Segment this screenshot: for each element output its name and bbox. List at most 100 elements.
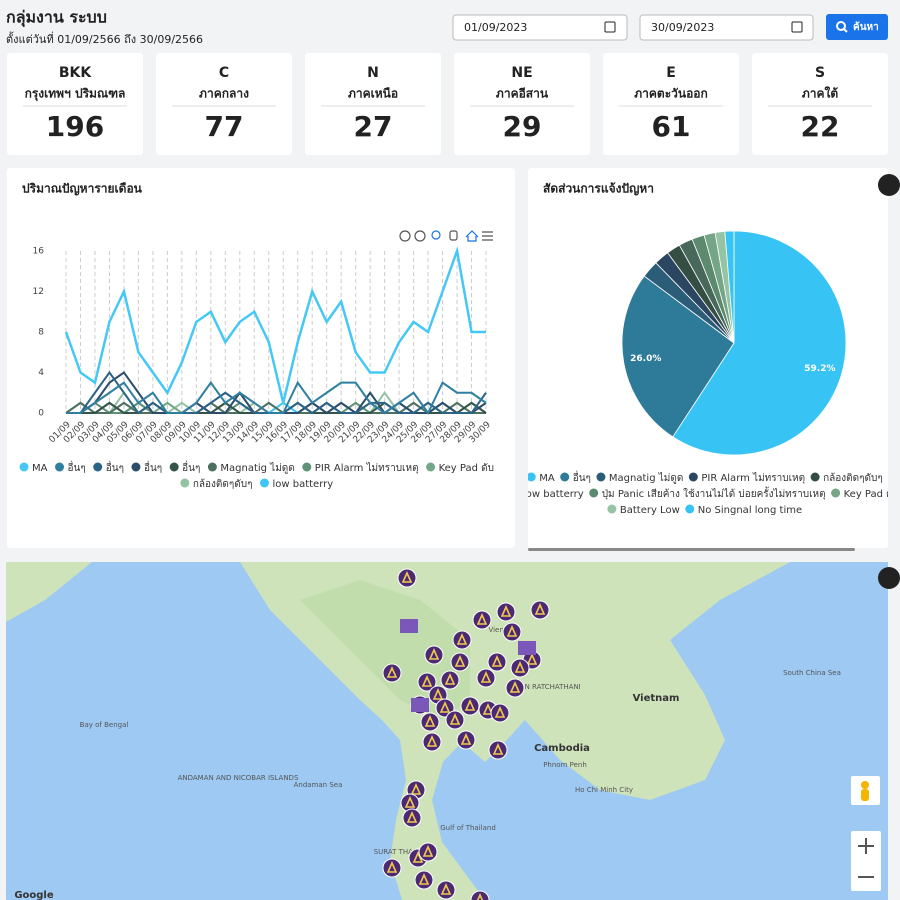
legend-swatch[interactable] (259, 478, 269, 488)
map-marker-icon[interactable] (460, 733, 472, 745)
legend-label[interactable]: low batterry (272, 479, 333, 490)
legend-item[interactable]: PIR Alarm ไม่ทราบเหตุ (302, 462, 419, 474)
ai-button[interactable] (878, 567, 900, 589)
map-marker-icon[interactable] (424, 715, 436, 727)
legend-item[interactable]: MA (527, 472, 555, 485)
legend-label[interactable]: อื่นๆ (573, 470, 591, 484)
legend-swatch[interactable] (589, 488, 599, 498)
legend-label[interactable]: กล้องติดๆดับๆ (823, 472, 883, 484)
legend-label[interactable]: MA (32, 463, 48, 474)
map-building[interactable] (400, 619, 418, 633)
legend-label[interactable]: ปุ่ม Panic เสียค้าง ใช้งานไม่ได้ บ่อยครั… (602, 486, 826, 500)
input-box[interactable] (452, 14, 628, 41)
map-marker-icon[interactable] (480, 671, 492, 683)
legend-label[interactable]: อื่นๆ (106, 460, 124, 474)
legend-label[interactable]: Key Pad ดับ (439, 463, 494, 474)
zoom-select[interactable] (431, 230, 441, 240)
pegman-icon[interactable] (861, 781, 869, 789)
legend-label[interactable]: Battery Low (620, 505, 680, 516)
map-label[interactable]: UBON RATCHATHANI (509, 683, 581, 691)
legend-swatch[interactable] (302, 462, 312, 472)
legend-item[interactable]: อื่นๆ (560, 470, 591, 484)
map-marker-icon[interactable] (491, 655, 503, 667)
legend-swatch[interactable] (131, 462, 141, 472)
map-label[interactable]: Phnom Penh (543, 761, 587, 769)
map-marker-icon[interactable] (410, 783, 422, 795)
map-marker-icon[interactable] (492, 743, 504, 755)
legend-swatch[interactable] (607, 504, 617, 514)
map-marker-icon[interactable] (404, 796, 416, 808)
map-controls[interactable] (851, 776, 881, 891)
map-label[interactable]: Cambodia (534, 743, 590, 754)
legend-swatch[interactable] (207, 462, 217, 472)
legend-item[interactable]: No Singnal long time (685, 504, 802, 517)
legend-swatch[interactable] (180, 478, 190, 488)
legend-item[interactable]: อื่นๆ (169, 460, 201, 474)
legend-swatch[interactable] (19, 462, 29, 472)
legend-label[interactable]: อื่นๆ (68, 460, 86, 474)
input-box[interactable] (639, 14, 814, 41)
map-marker-icon[interactable] (418, 873, 430, 885)
legend-item[interactable]: กล้องติดๆดับๆ (180, 478, 252, 490)
legend-label[interactable]: PIR Alarm ไม่ทราบเหตุ (315, 462, 419, 474)
map-label[interactable]: Andaman Sea (294, 781, 343, 789)
end-date[interactable]: 30/09/2023 (651, 21, 714, 34)
map-marker-icon[interactable] (456, 633, 468, 645)
map-building[interactable] (411, 698, 429, 712)
legend-item[interactable]: Key Pad ดับ (426, 462, 494, 475)
legend-label[interactable]: อื่นๆ (144, 460, 162, 474)
map-marker-icon[interactable] (526, 653, 538, 665)
map-marker-icon[interactable] (514, 661, 526, 673)
map-label[interactable]: Google (14, 890, 54, 900)
map-marker-icon[interactable] (440, 883, 452, 895)
legend-swatch[interactable] (810, 472, 820, 482)
end-date-input[interactable]: 30/09/2023 (639, 14, 814, 41)
map-marker-icon[interactable] (449, 713, 461, 725)
reset[interactable] (465, 230, 479, 242)
start-date-input[interactable]: 01/09/2023 (452, 14, 628, 41)
legend-swatch[interactable] (560, 472, 570, 482)
zoom-out[interactable] (414, 230, 426, 242)
search-icon[interactable] (843, 28, 848, 33)
pan[interactable] (449, 230, 458, 241)
map-marker-icon[interactable] (509, 681, 521, 693)
zoom-in[interactable] (858, 838, 874, 854)
legend-item[interactable]: ปุ่ม Panic เสียค้าง ใช้งานไม่ได้ บ่อยครั… (589, 486, 826, 500)
map-marker-icon[interactable] (534, 603, 546, 615)
legend-item[interactable]: low batterry (511, 489, 584, 501)
calendar-icon[interactable] (791, 21, 803, 33)
map-label[interactable]: Ho Chi Minh City (575, 786, 633, 794)
legend-label[interactable]: Magnatig ไม่ดูด (609, 472, 683, 484)
map-marker-icon[interactable] (432, 688, 444, 700)
legend-item[interactable]: อื่นๆ (93, 460, 124, 474)
land[interactable] (6, 562, 92, 622)
map-marker-icon[interactable] (386, 666, 398, 678)
legend-item[interactable]: อื่นๆ (55, 460, 86, 474)
zoom-in[interactable] (399, 230, 411, 242)
map-label[interactable]: ANDAMAN AND NICOBAR ISLANDS (178, 774, 299, 782)
map-label[interactable]: Bay of Bengal (80, 721, 129, 729)
calendar-icon[interactable] (604, 21, 616, 33)
legend-swatch[interactable] (93, 462, 103, 472)
button-bg[interactable] (826, 14, 888, 40)
map-marker-icon[interactable] (494, 706, 506, 718)
map-marker-icon[interactable] (401, 571, 413, 583)
legend-item[interactable]: PIR Alarm ไม่ทราบเหตุ (688, 472, 805, 484)
map-building[interactable] (518, 641, 536, 655)
legend-label[interactable]: กล้องติดๆดับๆ (193, 478, 253, 490)
legend-item[interactable]: Battery Low (607, 504, 680, 517)
map-marker-icon[interactable] (444, 673, 456, 685)
legend-label[interactable]: PIR Alarm ไม่ทราบเหตุ (701, 472, 805, 484)
legend-swatch[interactable] (527, 472, 536, 482)
map-marker-icon[interactable] (454, 655, 466, 667)
scrollbar[interactable] (528, 548, 855, 551)
pegman-icon[interactable] (861, 789, 869, 801)
legend-item[interactable]: MA (19, 462, 48, 475)
start-date[interactable]: 01/09/2023 (464, 21, 527, 34)
map[interactable]: Vietnam Cambodia Bay of Bengal Andaman Sea G… (6, 562, 888, 900)
map-label[interactable]: Vietnam (633, 693, 680, 704)
search-button[interactable]: ค้นหา (826, 14, 888, 40)
map-label[interactable]: Gulf of Thailand (440, 824, 496, 832)
map-marker-icon[interactable] (412, 851, 424, 863)
legend-item[interactable]: กล้องติดๆดับๆ (810, 472, 883, 484)
